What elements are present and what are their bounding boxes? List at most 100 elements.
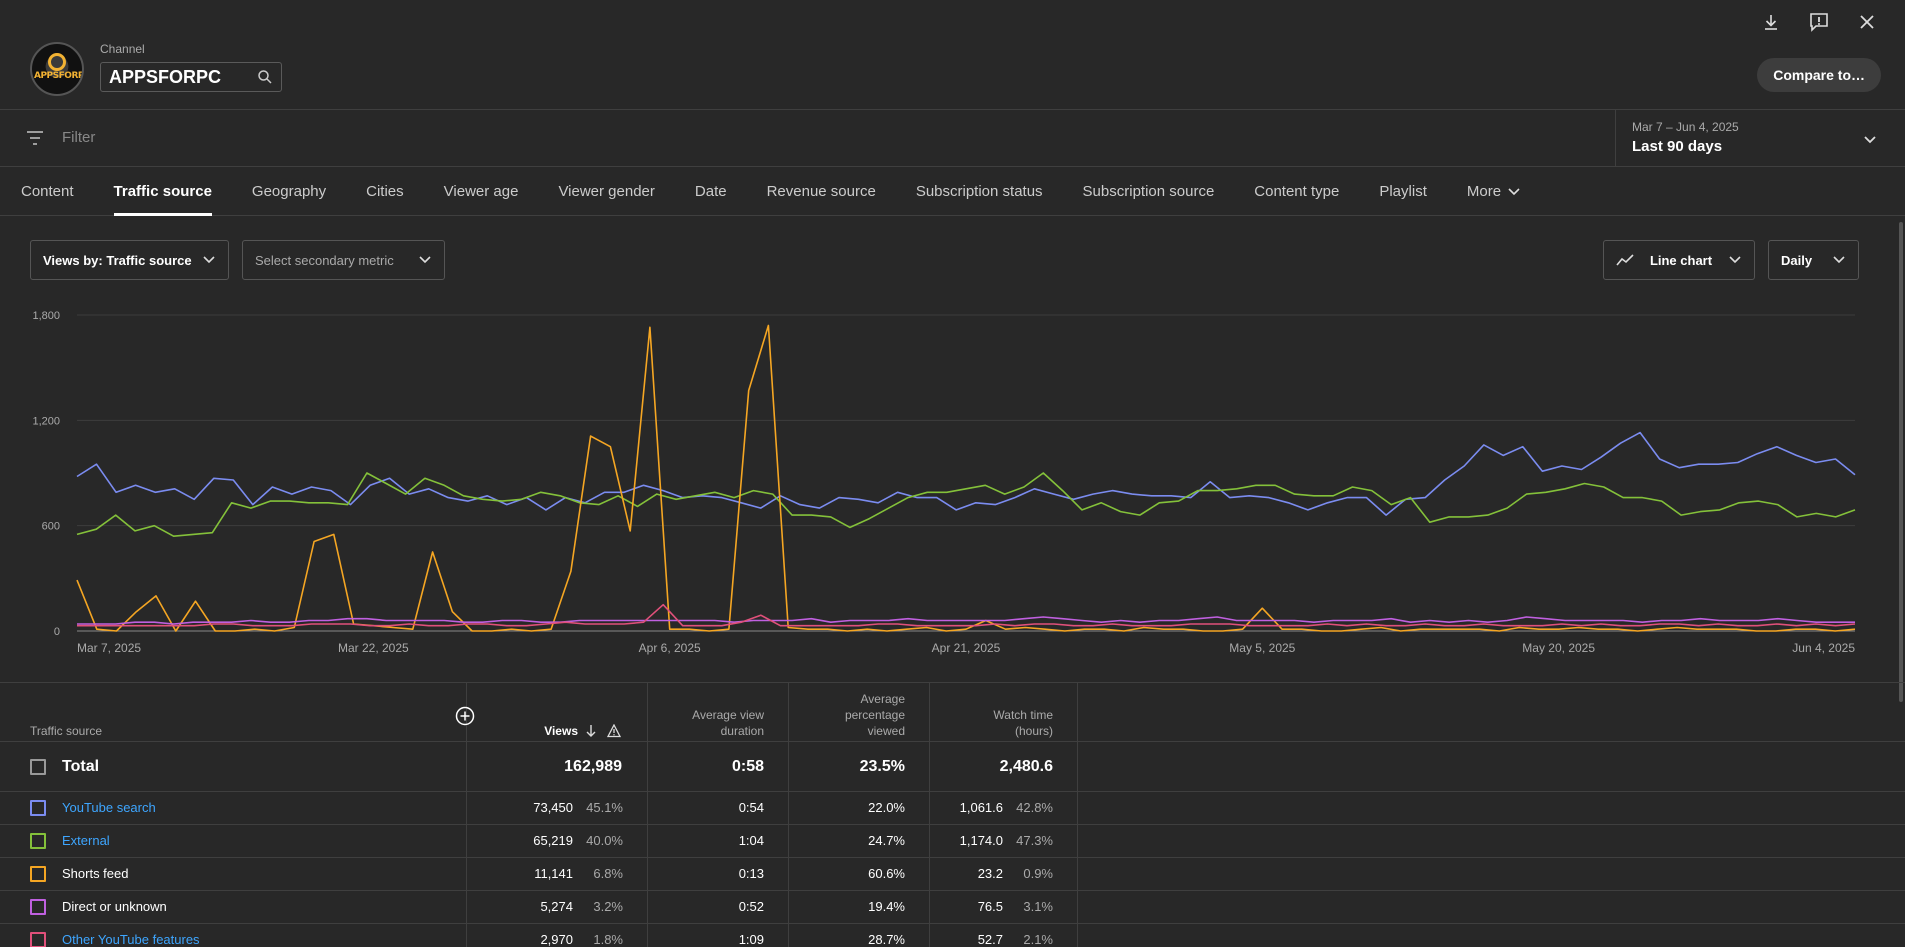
download-icon[interactable] [1757,8,1785,36]
tab-content[interactable]: Content [21,167,74,216]
series-checkbox[interactable] [30,866,46,882]
watch-time-value: 1,061.6 [959,800,1003,815]
traffic-source-name: Shorts feed [62,866,129,881]
tab-label: Content [21,183,74,200]
table-row: External 65,219 40.0% 1:04 24.7% 1,174.0 47.3% [0,825,1905,858]
add-column-icon[interactable] [455,706,475,731]
tab-label: Content type [1254,183,1340,200]
views-percent: 45.1% [586,800,623,815]
avg-percentage-viewed-value: 22.0% [868,800,905,815]
traffic-source-name[interactable]: Other YouTube features [62,932,200,947]
chevron-down-icon [1863,132,1877,150]
line-chart[interactable]: 0 600 1,200 1,800 Mar 7, 2025 Mar 22, 2025 Apr… [0,290,1905,660]
x-tick-label: Jun 4, 2025 [1792,641,1855,655]
header-avg-view-duration[interactable]: Average view duration [660,707,764,739]
tab-more[interactable]: More [1467,167,1521,216]
header-traffic-source[interactable]: Traffic source [30,724,103,738]
series-line-external [76,472,1856,537]
x-tick-label: May 5, 2025 [1229,641,1295,655]
primary-metric-dropdown[interactable]: Views by: Traffic source [30,240,229,280]
tab-label: Subscription source [1082,183,1215,200]
tab-content-type[interactable]: Content type [1254,167,1339,216]
scrollbar[interactable] [1899,222,1903,702]
line-chart-icon [1616,254,1634,266]
warning-icon[interactable] [606,723,622,743]
traffic-source-name[interactable]: YouTube search [62,800,156,815]
series-checkbox[interactable] [30,800,46,816]
views-percent: 6.8% [593,866,623,881]
close-icon[interactable] [1853,8,1881,36]
series-checkbox[interactable] [30,833,46,849]
x-tick-label: Mar 7, 2025 [77,641,141,655]
chevron-down-icon [1508,188,1520,196]
tab-traffic-source[interactable]: Traffic source [113,167,213,216]
header-views[interactable]: Views [544,724,578,738]
series-checkbox[interactable] [30,932,46,947]
tab-cities[interactable]: Cities [366,167,404,216]
traffic-source-name: Direct or unknown [62,899,167,914]
tab-label: Subscription status [915,183,1043,200]
header-apv-line3: viewed [867,724,905,738]
tab-label: Viewer age [443,183,519,200]
header-watch-time-line2: (hours) [1014,724,1053,738]
tab-subscription-source[interactable]: Subscription source [1083,167,1215,216]
granularity-dropdown[interactable]: Daily [1768,240,1859,280]
traffic-source-name[interactable]: External [62,833,110,848]
total-avg-percentage-viewed: 23.5% [859,758,905,775]
date-range-label: Last 90 days [1632,138,1723,155]
tab-viewer-gender[interactable]: Viewer gender [558,167,654,216]
chart-type-dropdown[interactable]: Line chart [1603,240,1755,280]
feedback-icon[interactable] [1805,8,1833,36]
tab-subscription-status[interactable]: Subscription status [916,167,1043,216]
series-line-shorts-feed [76,324,1856,632]
total-row: Total 162,989 0:58 23.5% 2,480.6 [0,741,1905,792]
column-divider [1077,683,1078,947]
chart-svg: 0 600 1,200 1,800 Mar 7, 2025 Mar 22, 2025 Apr… [32,310,1856,655]
header-avg-percentage-viewed[interactable]: Average percentage viewed [800,691,905,739]
channel-selector[interactable]: APPSFORPC [100,62,282,92]
tab-playlist[interactable]: Playlist [1379,167,1427,216]
tab-label: Traffic source [113,183,212,200]
total-watch-time: 2,480.6 [999,758,1053,775]
tab-geography[interactable]: Geography [252,167,326,216]
avg-percentage-viewed-value: 24.7% [868,833,905,848]
watch-time-percent: 47.3% [1016,833,1053,848]
tab-viewer-age[interactable]: Viewer age [444,167,519,216]
views-percent: 1.8% [593,932,623,947]
date-range-selector[interactable]: Mar 7 – Jun 4, 2025 Last 90 days [1615,110,1905,167]
watch-time-percent: 42.8% [1016,800,1053,815]
total-label: Total [62,758,100,775]
watch-time-percent: 2.1% [1023,932,1053,947]
y-tick-label: 1,800 [32,310,60,322]
search-icon[interactable] [257,69,273,85]
avg-percentage-viewed-value: 19.4% [868,899,905,914]
compare-to-button[interactable]: Compare to… [1757,58,1881,92]
header-avg-view-duration-line2: duration [720,724,764,738]
table-row: Other YouTube features 2,970 1.8% 1:09 28.7%… [0,924,1905,947]
column-divider [788,683,789,947]
avg-percentage-viewed-value: 28.7% [868,932,905,947]
views-percent: 3.2% [593,899,623,914]
header-watch-time[interactable]: Watch time (hours) [940,707,1053,739]
filter-icon[interactable] [26,130,44,151]
watch-time-percent: 3.1% [1023,899,1053,914]
filter-input[interactable]: Filter [62,129,96,146]
total-checkbox[interactable] [30,759,46,775]
chevron-down-icon [1833,256,1845,264]
chevron-down-icon [419,256,431,264]
sort-down-icon[interactable] [585,724,597,743]
tab-revenue-source[interactable]: Revenue source [767,167,876,216]
table-row: YouTube search 73,450 45.1% 0:54 22.0% 1,061.… [0,792,1905,825]
chevron-down-icon [1729,256,1741,264]
secondary-metric-dropdown[interactable]: Select secondary metric [242,240,445,280]
series-checkbox[interactable] [30,899,46,915]
x-tick-label: Apr 6, 2025 [639,641,701,655]
avg-percentage-viewed-value: 60.6% [868,866,905,881]
tab-date[interactable]: Date [695,167,727,216]
views-value: 73,450 [533,800,573,815]
table-row: Direct or unknown 5,274 3.2% 0:52 19.4% 76.5 3… [0,891,1905,924]
x-tick-label: Apr 21, 2025 [932,641,1001,655]
x-tick-label: May 20, 2025 [1522,641,1595,655]
x-tick-label: Mar 22, 2025 [338,641,409,655]
